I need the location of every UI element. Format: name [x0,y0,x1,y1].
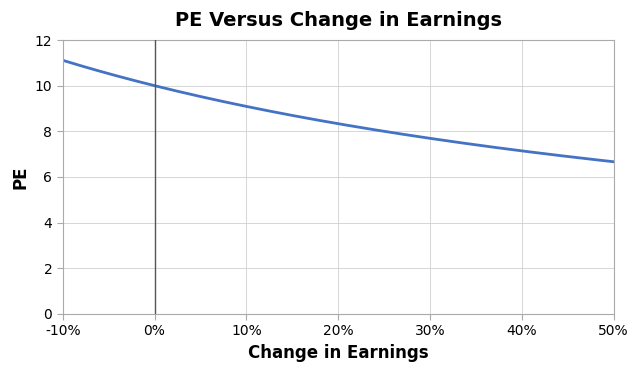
Y-axis label: PE: PE [11,165,29,189]
Title: PE Versus Change in Earnings: PE Versus Change in Earnings [175,11,502,30]
X-axis label: Change in Earnings: Change in Earnings [248,344,428,362]
